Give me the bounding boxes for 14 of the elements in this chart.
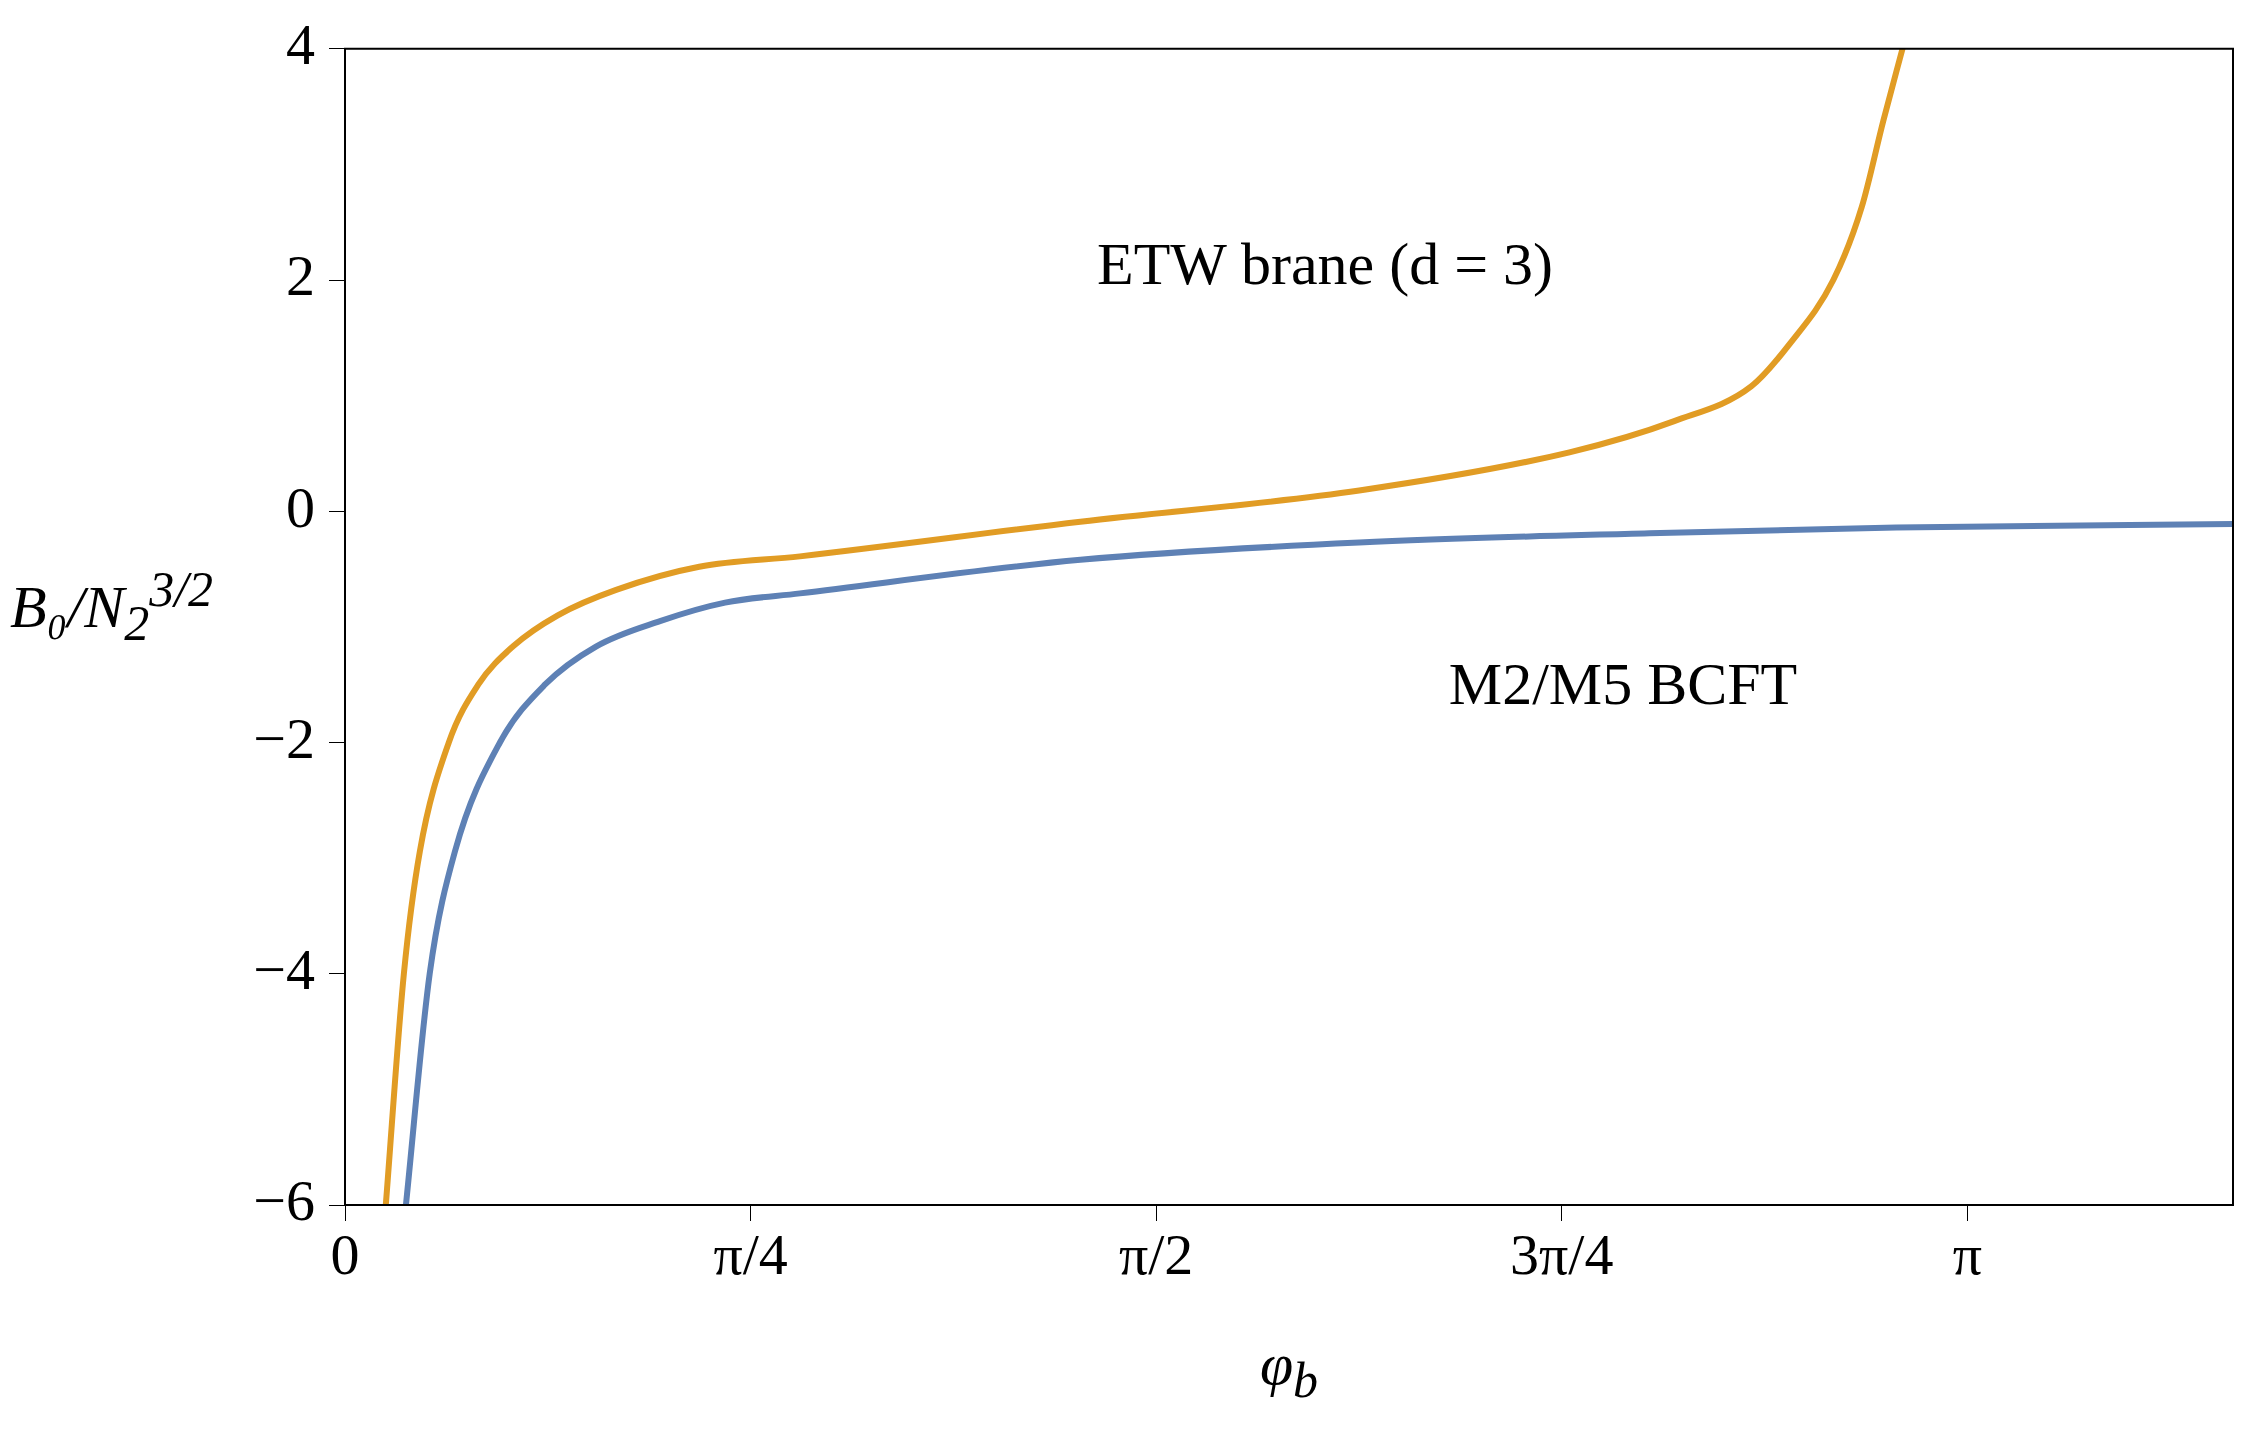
x-tick-label: π/4	[713, 1222, 788, 1288]
x-tick-label: π/2	[1118, 1222, 1194, 1288]
text: ETW brane (d = 3)	[1097, 230, 1553, 297]
series-label: M2/M5 BCFT	[1448, 650, 1798, 717]
y-tick-label: −2	[253, 705, 315, 771]
x-tick-label: 3π/4	[1510, 1222, 1614, 1288]
y-tick-label: −4	[253, 936, 315, 1002]
x-tick-label: 0	[330, 1222, 360, 1288]
y-tick-label: 0	[286, 474, 315, 540]
x-tick-label: π	[1952, 1222, 1983, 1288]
x-axis-title: φ$_{b}$	[1259, 1330, 1319, 1409]
y-tick-label: −6	[253, 1168, 315, 1234]
y-tick-label: 2	[286, 243, 315, 309]
y-tick-label: 4	[286, 12, 315, 78]
